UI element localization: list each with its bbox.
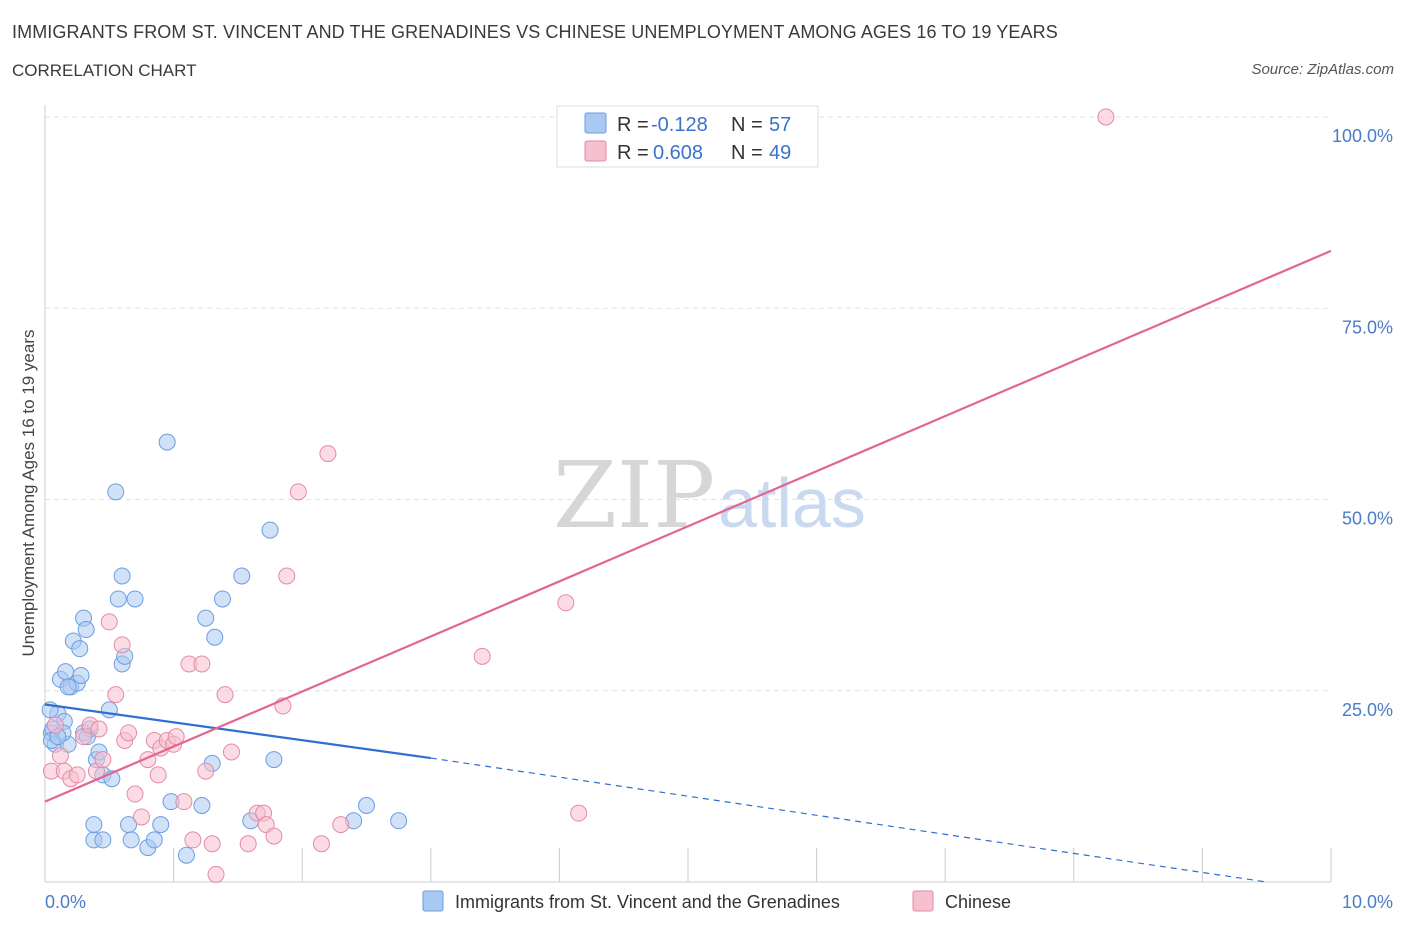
- point-immigrants: [126, 590, 144, 608]
- legend-n-label: N =: [731, 142, 763, 164]
- point-chinese: [312, 835, 330, 853]
- x-tick-labels: 0.0% 10.0%: [45, 892, 1393, 912]
- point-chinese: [68, 766, 86, 784]
- point-immigrants: [145, 831, 163, 849]
- point-chinese: [100, 613, 118, 631]
- point-immigrants: [390, 812, 408, 830]
- chart-title: IMMIGRANTS FROM ST. VINCENT AND THE GREN…: [12, 22, 1058, 42]
- point-immigrants: [177, 846, 195, 864]
- legend-n-value: 49: [769, 142, 791, 164]
- watermark-zip: ZIP: [553, 442, 715, 549]
- point-immigrants: [107, 483, 125, 501]
- point-chinese: [570, 804, 588, 822]
- x-tick-label: 0.0%: [45, 892, 86, 912]
- point-chinese: [126, 785, 144, 803]
- point-immigrants: [206, 628, 224, 646]
- legend-r-label: R =: [617, 114, 649, 136]
- legend-r-value: 0.608: [653, 142, 703, 164]
- point-chinese: [90, 720, 108, 738]
- legend-n-label: N =: [731, 114, 763, 136]
- point-immigrants: [213, 590, 231, 608]
- y-tick-labels: 100.0% 75.0% 50.0% 25.0%: [1332, 126, 1393, 720]
- point-immigrants: [261, 521, 279, 539]
- point-chinese: [197, 762, 215, 780]
- point-immigrants: [100, 701, 118, 719]
- y-tick-label: 100.0%: [1332, 126, 1393, 146]
- chart-subtitle: CORRELATION CHART: [12, 61, 197, 80]
- y-axis-label: Unemployment Among Ages 16 to 19 years: [19, 330, 38, 657]
- point-immigrants: [85, 816, 103, 834]
- watermark: ZIP atlas: [553, 442, 866, 549]
- legend-r-value: -0.128: [651, 114, 708, 136]
- point-chinese: [319, 445, 337, 463]
- legend-swatch-chinese: [584, 140, 607, 162]
- stats-legend: R = -0.128 N = 57 R = 0.608 N = 49: [556, 105, 819, 168]
- point-chinese: [113, 636, 131, 654]
- y-tick-label: 75.0%: [1342, 317, 1393, 337]
- point-immigrants: [197, 609, 215, 627]
- series-legend-label-chinese: Chinese: [945, 892, 1011, 912]
- point-immigrants: [109, 590, 127, 608]
- point-immigrants: [265, 751, 283, 769]
- point-chinese: [175, 793, 193, 811]
- point-immigrants: [152, 816, 170, 834]
- point-chinese: [1097, 108, 1115, 126]
- point-immigrants: [158, 433, 176, 451]
- point-chinese: [278, 567, 296, 585]
- series-legend: Immigrants from St. Vincent and the Gren…: [422, 890, 1011, 912]
- point-immigrants: [358, 797, 375, 814]
- y-tick-label: 25.0%: [1342, 700, 1393, 720]
- point-chinese: [265, 827, 283, 845]
- point-chinese: [193, 655, 211, 673]
- y-tick-label: 50.0%: [1342, 509, 1393, 529]
- point-chinese: [557, 594, 575, 612]
- point-immigrants: [59, 678, 77, 696]
- point-immigrants: [94, 831, 112, 849]
- point-immigrants: [233, 567, 251, 585]
- point-immigrants: [122, 831, 140, 849]
- point-chinese: [216, 686, 234, 704]
- point-chinese: [94, 751, 112, 769]
- legend-swatch-immigrants: [584, 112, 607, 134]
- series-legend-swatch-chinese: [912, 890, 934, 912]
- point-immigrants: [72, 666, 90, 684]
- point-chinese: [132, 808, 150, 826]
- point-immigrants: [77, 621, 95, 639]
- point-chinese: [332, 816, 350, 834]
- point-chinese: [289, 483, 307, 501]
- grid-lines: [45, 116, 1331, 692]
- legend-n-value: 57: [769, 114, 791, 136]
- point-immigrants: [193, 797, 211, 814]
- point-chinese: [239, 835, 257, 853]
- source-attribution: Source: ZipAtlas.com: [1251, 61, 1394, 78]
- trend-lines: [44, 249, 1332, 883]
- point-immigrants: [113, 567, 131, 585]
- point-chinese: [184, 831, 202, 849]
- point-chinese: [46, 716, 64, 734]
- trend-line-immigrants: [44, 703, 431, 760]
- legend-r-label: R =: [617, 142, 649, 164]
- series-legend-label-immigrants: Immigrants from St. Vincent and the Gren…: [455, 892, 840, 912]
- point-immigrants: [71, 640, 89, 658]
- point-chinese: [120, 724, 138, 742]
- axes: [44, 105, 1332, 883]
- point-chinese: [207, 865, 225, 883]
- point-chinese: [51, 747, 69, 765]
- series-legend-swatch-immigrants: [422, 890, 444, 912]
- point-chinese: [107, 686, 125, 704]
- trend-line-immigrants-extrapolated: [430, 757, 1267, 883]
- point-chinese: [203, 835, 221, 853]
- trend-line-chinese: [44, 249, 1332, 803]
- point-chinese: [149, 766, 167, 784]
- point-chinese: [222, 743, 240, 761]
- x-tick-label: 10.0%: [1342, 892, 1393, 912]
- point-chinese: [473, 647, 491, 665]
